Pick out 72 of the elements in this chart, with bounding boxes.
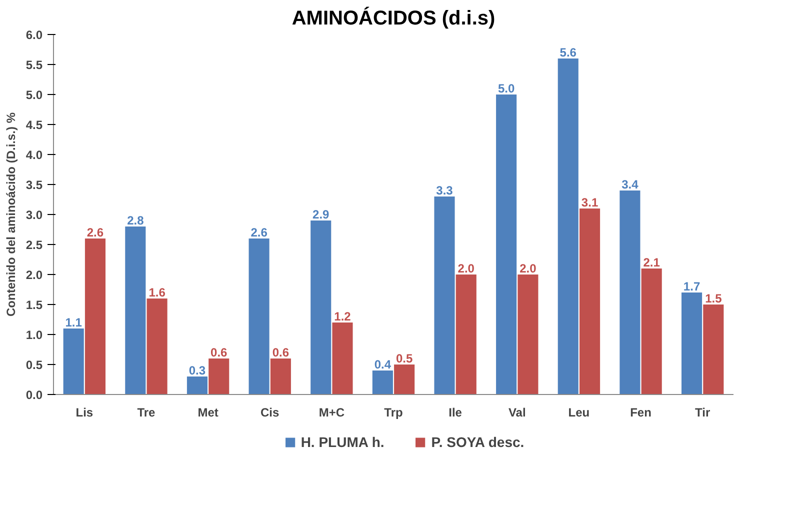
data-label: 2.6 <box>86 226 104 240</box>
data-label: 2.6 <box>250 226 268 240</box>
data-label: 5.0 <box>498 82 515 96</box>
y-tick-label: 6.0 <box>26 28 43 42</box>
y-tick-label: 3.5 <box>26 178 43 192</box>
y-tick-label: 3.0 <box>26 208 43 222</box>
x-tick-label: Tir <box>695 406 710 420</box>
bar <box>394 364 415 394</box>
bar <box>496 94 517 394</box>
data-label: 2.1 <box>643 256 660 270</box>
bar <box>125 226 146 394</box>
x-tick-label: Fen <box>630 406 652 420</box>
bar <box>248 238 270 394</box>
x-tick-label: Leu <box>568 406 590 420</box>
x-tick-label: Cis <box>260 406 280 420</box>
bar <box>208 358 230 394</box>
y-tick-label: 0.0 <box>26 388 43 402</box>
bar <box>579 208 600 394</box>
y-tick-label: 4.5 <box>26 118 43 132</box>
bar <box>84 238 106 394</box>
data-label: 0.4 <box>374 358 392 372</box>
x-tick-label: Tre <box>137 406 156 420</box>
y-tick-label: 1.5 <box>26 298 43 312</box>
data-label: 2.0 <box>520 262 537 276</box>
x-tick-label: Ile <box>448 406 462 420</box>
bar <box>372 370 393 394</box>
x-tick-label: Val <box>508 406 526 420</box>
data-label: 1.2 <box>334 310 352 324</box>
bar <box>681 292 702 394</box>
bar <box>270 358 291 394</box>
bar <box>186 376 208 394</box>
legend-label: P. SOYA desc. <box>431 434 524 450</box>
x-tick-label: M+C <box>318 406 345 420</box>
y-axis-title: Contenido del aminoácido (D.i.s.) % <box>4 112 18 317</box>
data-label: 3.4 <box>622 178 639 192</box>
bar <box>518 274 538 394</box>
bar <box>332 322 353 394</box>
bar <box>63 328 84 394</box>
data-label: 2.8 <box>127 214 144 228</box>
data-label: 1.5 <box>705 292 722 306</box>
bar <box>310 220 332 394</box>
data-label: 1.1 <box>65 316 82 330</box>
bar <box>146 298 168 394</box>
data-label: 1.6 <box>148 286 166 300</box>
data-label: 0.5 <box>396 352 413 366</box>
bar <box>620 190 640 394</box>
y-tick-label: 5.0 <box>26 88 43 102</box>
y-tick-label: 0.5 <box>26 358 43 372</box>
y-tick-label: 1.0 <box>26 328 43 342</box>
data-label: 2.9 <box>312 208 330 222</box>
x-tick-label: Trp <box>384 406 403 420</box>
bar <box>641 268 662 394</box>
y-tick-label: 2.5 <box>26 238 43 252</box>
data-label: 0.3 <box>188 364 206 378</box>
data-label: 3.3 <box>436 184 454 198</box>
legend-label: H. PLUMA h. <box>300 434 384 450</box>
bar <box>558 58 578 394</box>
bar <box>456 274 476 394</box>
bar <box>434 196 455 394</box>
y-tick-label: 5.5 <box>26 58 43 72</box>
x-tick-label: Lis <box>76 406 94 420</box>
data-label: 0.6 <box>272 346 290 360</box>
x-tick-label: Met <box>198 406 218 420</box>
bar <box>703 304 724 394</box>
data-label: 3.1 <box>581 196 598 210</box>
chart-title: AMINOÁCIDOS (d.i.s) <box>292 6 496 30</box>
data-label: 1.7 <box>683 280 700 294</box>
data-label: 5.6 <box>560 46 577 60</box>
y-tick-label: 4.0 <box>26 148 43 162</box>
y-tick-label: 2.0 <box>26 268 43 282</box>
data-label: 0.6 <box>210 346 228 360</box>
data-label: 2.0 <box>458 262 475 276</box>
